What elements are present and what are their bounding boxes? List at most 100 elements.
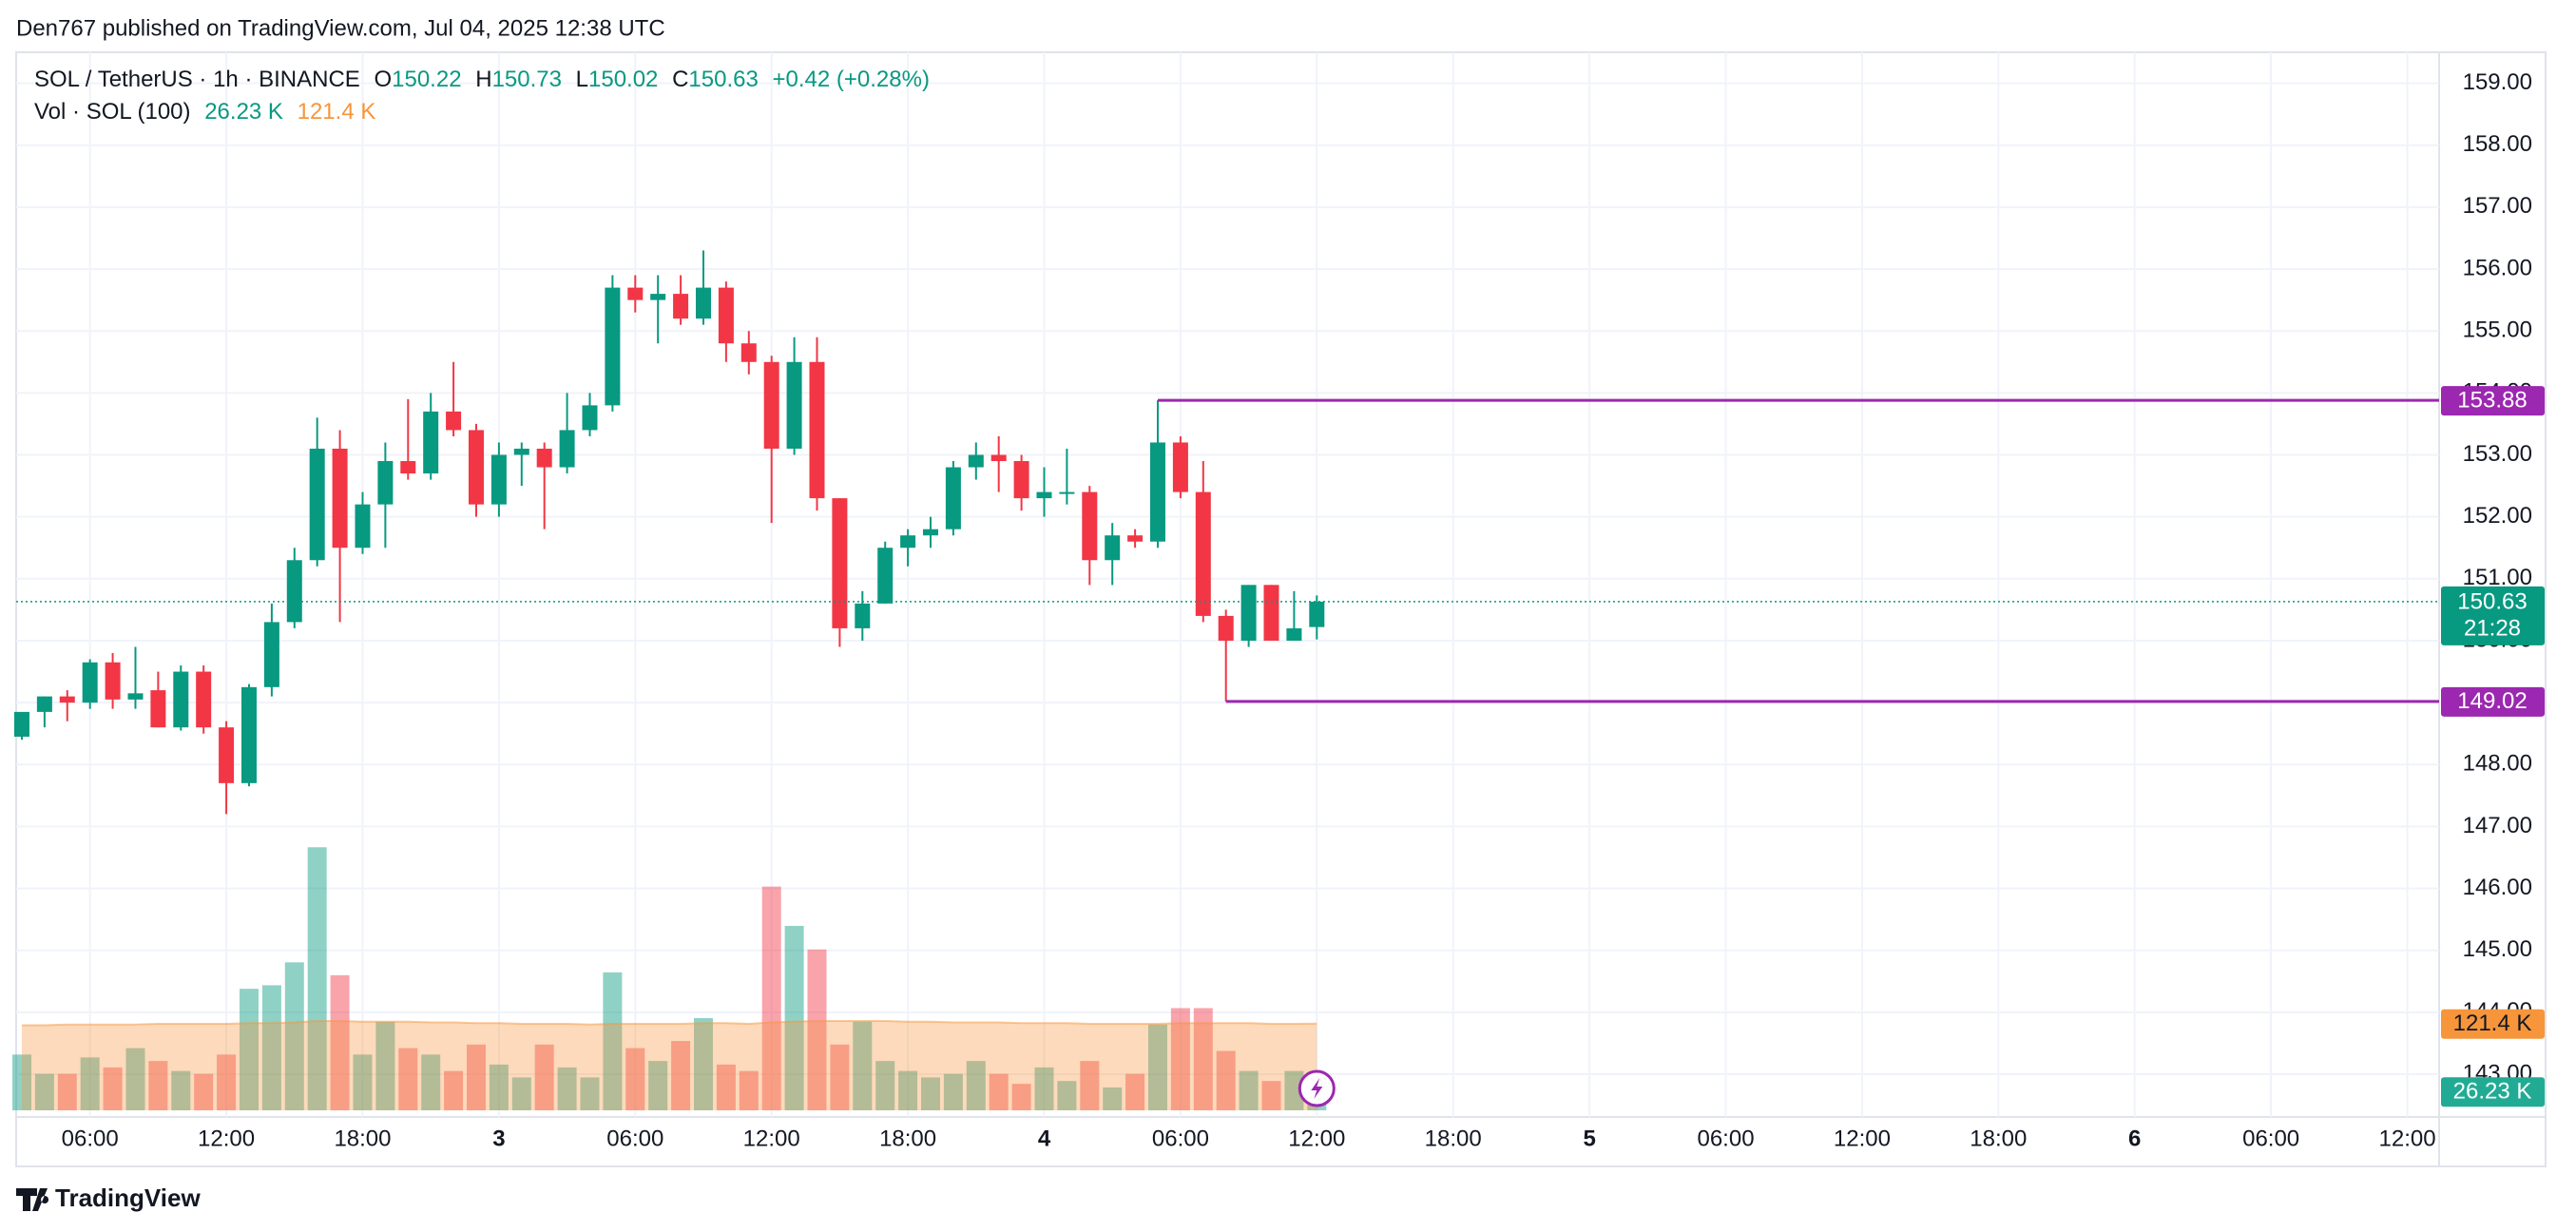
volume-bar [398, 1048, 418, 1110]
volume-bar [1103, 1087, 1123, 1110]
candle-body [1218, 615, 1234, 641]
candle-body [1082, 491, 1098, 561]
legend-line: SOL / TetherUS · 1h · BINANCE O150.22 H1… [34, 67, 930, 92]
volume-bar [444, 1070, 464, 1110]
volume-bar [353, 1054, 373, 1110]
volume-bar [217, 1054, 237, 1110]
volume-bar [1034, 1067, 1054, 1110]
candle-body [832, 498, 848, 628]
volume-bar [761, 886, 781, 1110]
volume-bar [284, 962, 304, 1110]
last-price-label: 150.63 [2457, 588, 2527, 614]
candle-body [1195, 491, 1211, 616]
candle-body [400, 461, 416, 474]
countdown: 21:28 [2464, 615, 2521, 641]
volume-bar [693, 1017, 713, 1110]
candle-body [922, 529, 938, 536]
candle-body [82, 662, 98, 703]
volume-bar [739, 1070, 759, 1110]
volume-bar [807, 949, 827, 1110]
volume-bar [1148, 1024, 1168, 1110]
brand: TradingView [55, 1184, 201, 1212]
candle-body [1127, 535, 1144, 542]
x-tick-label: 12:00 [1288, 1126, 1345, 1151]
candle-body [286, 560, 302, 623]
x-tick-label: 12:00 [743, 1126, 800, 1151]
candle-body [1150, 442, 1166, 542]
volume-bar [989, 1073, 1009, 1110]
volume-bar [466, 1044, 486, 1110]
symbol: SOL / TetherUS · 1h · BINANCE [34, 67, 360, 92]
candle-body [309, 448, 325, 561]
x-tick-label: 12:00 [198, 1126, 255, 1151]
candle-body [786, 361, 802, 449]
candle-body [740, 343, 757, 362]
candle-body [446, 411, 462, 431]
volume-bar [171, 1070, 191, 1110]
volume-ma-axis-label: 121.4 K [2453, 1011, 2532, 1036]
candle-body [59, 696, 75, 703]
x-tick-label: 06:00 [1697, 1126, 1754, 1151]
candle-body [673, 294, 689, 319]
volume-ma-value: 121.4 K [298, 99, 376, 125]
volume-bar [489, 1064, 509, 1110]
x-tick-label: 18:00 [334, 1126, 391, 1151]
volume-bar [194, 1073, 214, 1110]
last-price-box [2441, 586, 2545, 645]
volume-bar [1125, 1073, 1145, 1110]
alert-bolt [1311, 1078, 1323, 1099]
candle-body [1263, 585, 1279, 641]
candle-body [468, 430, 484, 505]
volume-bar [580, 1077, 600, 1110]
candle-body [1286, 627, 1302, 641]
volume-bar [716, 1064, 736, 1110]
volume-bar [920, 1077, 940, 1110]
volume-bar [421, 1054, 441, 1110]
x-tick-label: 6 [2128, 1126, 2141, 1151]
volume-bar [11, 1054, 31, 1110]
candle-body [1240, 585, 1257, 641]
y-tick-label: 147.00 [2463, 813, 2532, 838]
volume-bar [1261, 1081, 1281, 1110]
volume-bar [330, 974, 350, 1110]
candle-body [695, 287, 711, 319]
candle-body [490, 454, 507, 505]
y-tick-label: 156.00 [2463, 255, 2532, 280]
volume-bar [534, 1044, 554, 1110]
y-tick-label: 152.00 [2463, 503, 2532, 529]
chart-layer: 06:00 12:00 18:00 3 06:00 12:00 18:00 4 06:00 12:… [11, 52, 2545, 1151]
candle-body [855, 603, 871, 628]
candle-body [263, 622, 279, 687]
x-tick-label: 3 [492, 1126, 505, 1151]
x-tick-label: 4 [1038, 1126, 1051, 1151]
candle-body [13, 711, 29, 737]
x-tick-label: 18:00 [879, 1126, 936, 1151]
volume-ma-area [21, 1021, 1317, 1110]
candle-body [1172, 442, 1188, 492]
candle-body [900, 535, 916, 549]
volume-bar [1080, 1061, 1100, 1110]
y-tick-label: 146.00 [2463, 875, 2532, 900]
h-label: H [475, 67, 491, 92]
volume-bar [239, 989, 259, 1110]
candle-body [582, 405, 598, 431]
volume-title: Vol · SOL (100) [34, 99, 191, 125]
volume-value: 26.23 K [204, 99, 283, 125]
volume-ma-box [2441, 1009, 2545, 1039]
volume-bar [57, 1073, 77, 1110]
candle-body [809, 361, 825, 499]
candle-body [105, 662, 121, 700]
candle-body [377, 461, 394, 505]
volume-bar [34, 1073, 54, 1110]
level-label: 153.88 [2457, 388, 2527, 414]
open-value: 150.22 [392, 67, 461, 92]
c-label: C [672, 67, 688, 92]
published-note: Den767 published on TradingView.com, Jul… [16, 15, 665, 41]
volume-bar [784, 925, 804, 1110]
candle-body [605, 287, 621, 406]
candle-body [1309, 601, 1325, 627]
y-tick-label: 153.00 [2463, 441, 2532, 467]
candle-body [1036, 491, 1052, 499]
